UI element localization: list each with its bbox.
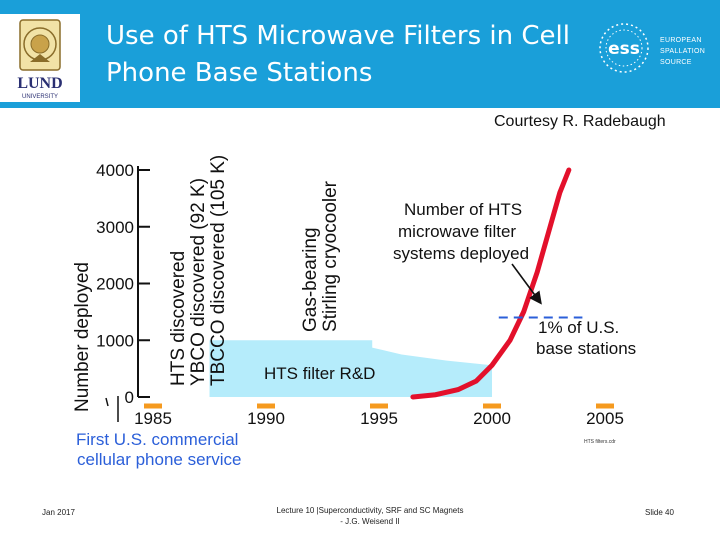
svg-text:UNIVERSITY: UNIVERSITY [22, 94, 58, 100]
x-tick-label-2005: 2005 [586, 409, 624, 428]
one-percent-label-1: 1% of U.S. [538, 318, 619, 337]
x-tick-label-1985: 1985 [134, 409, 172, 428]
x-tick-label-1995: 1995 [360, 409, 398, 428]
curve-label-1: Number of HTS [404, 200, 522, 219]
slide-title-line1: Use of HTS Microwave Filters in Cell [106, 21, 570, 51]
hts-discovered-label: HTS discovered [168, 251, 189, 386]
cryocooler-label-2: Stirling cryocooler [320, 180, 341, 332]
y-tick-label-2000: 2000 [96, 275, 134, 294]
chart-axes: 0 1000 2000 3000 4000 1985 1990 1995 2000 2005 [96, 161, 624, 428]
footer-date: Jan 2017 [42, 508, 75, 517]
rd-region [209, 340, 492, 397]
x-tick-label-2000: 2000 [473, 409, 511, 428]
rd-region-label: HTS filter R&D [264, 364, 375, 383]
lund-university-logo: LUND UNIVERSITY [0, 14, 80, 102]
ess-wordmark: EUROPEAN SPALLATION SOURCE [660, 37, 706, 66]
y-axis-label: Number deployed [72, 262, 93, 412]
deployment-curve [410, 167, 572, 400]
curve-label-3: systems deployed [393, 244, 529, 263]
ybco-label: YBCO discovered (92 K) [188, 178, 209, 386]
axis-break-mark-1 [105, 397, 109, 407]
first-service-label-1: First U.S. commercial [76, 430, 238, 449]
tbcco-label: TBCCO discovered (105 K) [208, 155, 229, 386]
y-tick-label-4000: 4000 [96, 161, 134, 180]
curve-label-2: microwave filter [398, 222, 516, 241]
source-filename: HTS filters.cdr [584, 439, 616, 445]
cryocooler-label-1: Gas-bearing [300, 227, 321, 332]
slide-title: Use of HTS Microwave Filters in Cell Pho… [106, 18, 586, 92]
footer-slide-number: Slide 40 [645, 508, 674, 517]
one-percent-label-2: base stations [536, 339, 636, 358]
y-tick-label-0: 0 [125, 388, 134, 407]
courtesy-credit: Courtesy R. Radebaugh [494, 113, 666, 130]
y-tick-label-3000: 3000 [96, 218, 134, 237]
svg-text:ess: ess [608, 39, 640, 59]
svg-text:LUND: LUND [17, 75, 62, 92]
curve-arrow [511, 263, 542, 305]
header-bar: LUND UNIVERSITY Use of HTS Microwave Fil… [0, 0, 720, 108]
x-tick-label-1990: 1990 [247, 409, 285, 428]
deployment-chart: 0 1000 2000 3000 4000 1985 1990 1995 2000 2005 Nu… [72, 155, 636, 469]
first-service-label-2: cellular phone service [77, 450, 241, 469]
footer-lecture: Lecture 10 |Superconductivity, SRF and S… [276, 506, 464, 526]
slide-title-line2: Phone Base Stations [106, 58, 373, 88]
y-tick-label-1000: 1000 [96, 331, 134, 350]
ess-logo: ess [590, 16, 716, 80]
